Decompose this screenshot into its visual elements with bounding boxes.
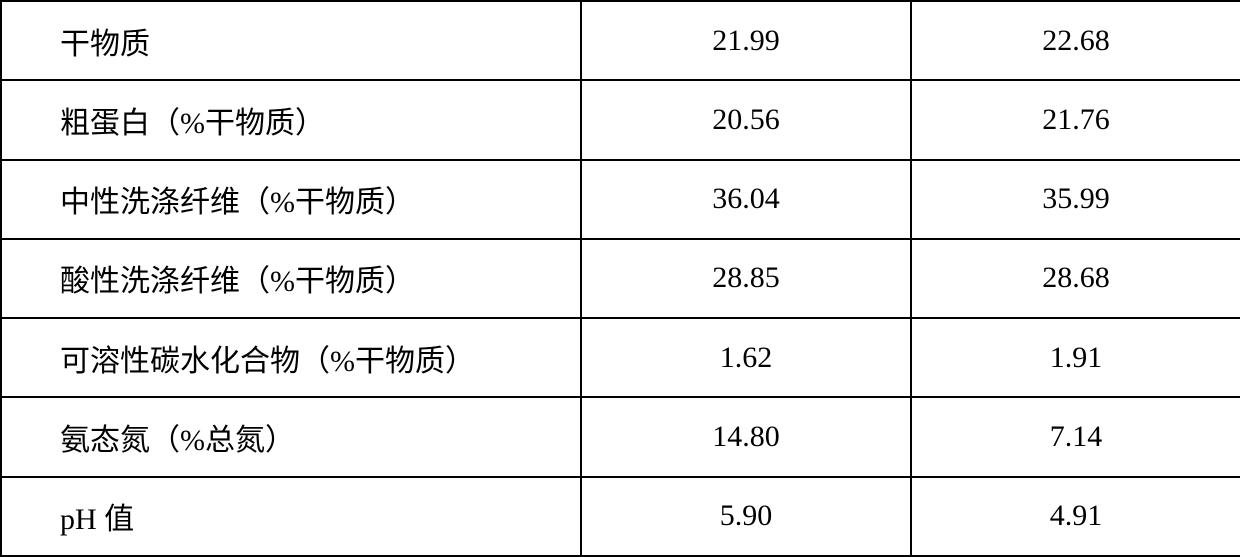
row-value-2: 7.14: [911, 397, 1240, 476]
row-value-1: 14.80: [581, 397, 911, 476]
row-value-1: 36.04: [581, 160, 911, 239]
table-row: 中性洗涤纤维（%干物质） 36.04 35.99: [1, 160, 1240, 239]
row-value-1: 1.62: [581, 318, 911, 397]
data-table: 干物质 21.99 22.68 粗蛋白（%干物质） 20.56 21.76 中性…: [0, 0, 1240, 557]
row-value-2: 28.68: [911, 239, 1240, 318]
table-row: 可溶性碳水化合物（%干物质） 1.62 1.91: [1, 318, 1240, 397]
row-value-2: 4.91: [911, 477, 1240, 556]
row-value-2: 22.68: [911, 1, 1240, 80]
row-label: 可溶性碳水化合物（%干物质）: [1, 318, 581, 397]
row-label: 酸性洗涤纤维（%干物质）: [1, 239, 581, 318]
row-label: 干物质: [1, 1, 581, 80]
row-label: 中性洗涤纤维（%干物质）: [1, 160, 581, 239]
row-label: pH 值: [1, 477, 581, 556]
data-table-container: 干物质 21.99 22.68 粗蛋白（%干物质） 20.56 21.76 中性…: [0, 0, 1240, 557]
table-row: 氨态氮（%总氮） 14.80 7.14: [1, 397, 1240, 476]
table-row: 干物质 21.99 22.68: [1, 1, 1240, 80]
row-value-2: 35.99: [911, 160, 1240, 239]
table-body: 干物质 21.99 22.68 粗蛋白（%干物质） 20.56 21.76 中性…: [1, 1, 1240, 556]
table-row: 酸性洗涤纤维（%干物质） 28.85 28.68: [1, 239, 1240, 318]
row-value-1: 5.90: [581, 477, 911, 556]
table-row: pH 值 5.90 4.91: [1, 477, 1240, 556]
row-value-1: 20.56: [581, 80, 911, 159]
table-row: 粗蛋白（%干物质） 20.56 21.76: [1, 80, 1240, 159]
row-label: 粗蛋白（%干物质）: [1, 80, 581, 159]
row-value-1: 21.99: [581, 1, 911, 80]
row-value-2: 21.76: [911, 80, 1240, 159]
row-label: 氨态氮（%总氮）: [1, 397, 581, 476]
row-value-2: 1.91: [911, 318, 1240, 397]
row-value-1: 28.85: [581, 239, 911, 318]
